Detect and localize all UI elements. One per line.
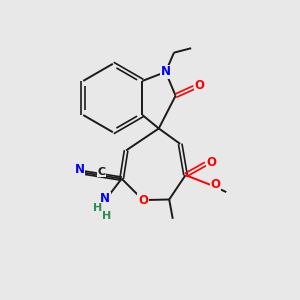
Text: H: H xyxy=(102,211,111,220)
Text: O: O xyxy=(138,194,148,207)
Text: H: H xyxy=(93,203,103,213)
Text: O: O xyxy=(206,156,216,169)
Text: N: N xyxy=(100,192,110,205)
Text: O: O xyxy=(210,178,220,191)
Text: C: C xyxy=(98,167,106,176)
Text: O: O xyxy=(194,80,204,92)
Text: N: N xyxy=(160,65,171,79)
Text: N: N xyxy=(74,163,84,176)
